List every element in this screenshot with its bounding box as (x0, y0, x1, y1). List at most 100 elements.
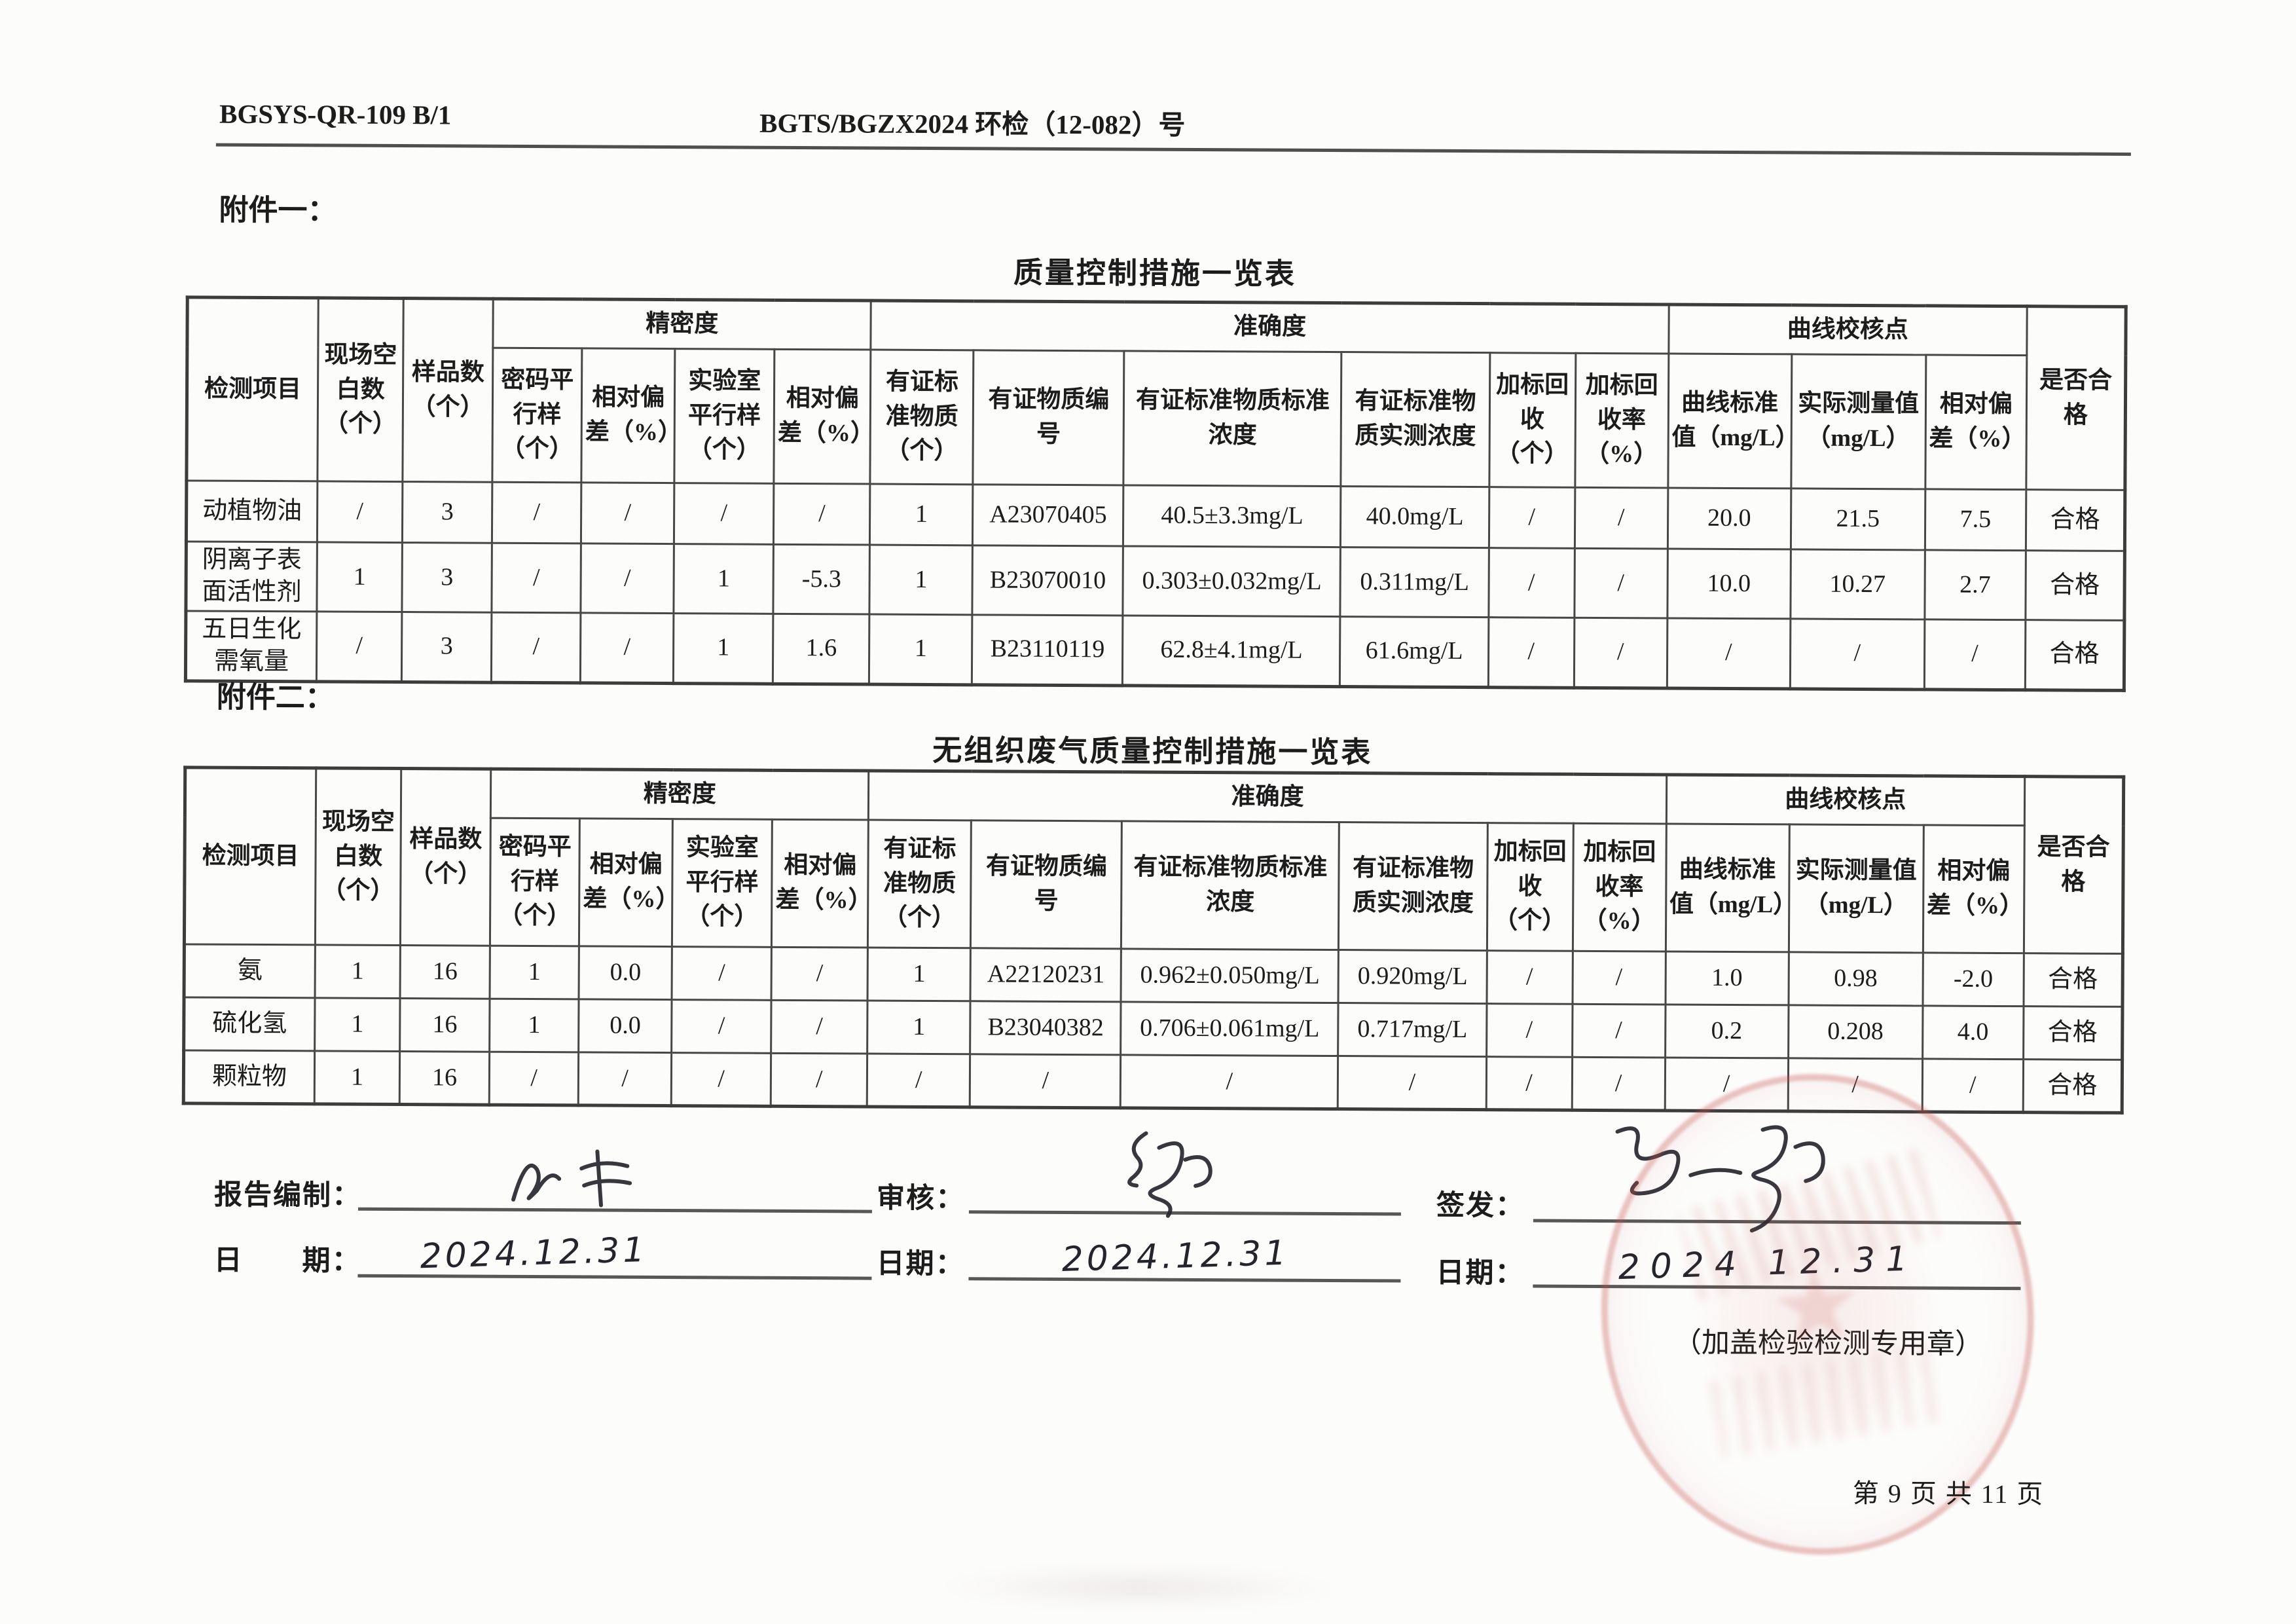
table-cell: 合格 (2023, 1059, 2123, 1113)
table-cell: / (771, 1053, 867, 1107)
col-header-site-blank: 现场空白数（个） (315, 767, 401, 946)
qc-table-water: 检测项目 现场空白数（个） 样品数（个） 精密度 准确度 曲线校核点 是否合格 … (183, 295, 2128, 692)
table-cell: 40.5±3.3mg/L (1123, 485, 1341, 547)
table-cell: / (1338, 1056, 1487, 1110)
table-row: 阴离子表面活性剂 1 3//1 -5.3 1 B23070010 0.303±0.032mg… (185, 541, 2125, 621)
prepared-signature (511, 1149, 632, 1208)
table-cell: / (1790, 618, 1925, 690)
table-cell: / (1574, 548, 1668, 618)
table-cell: 0.962±0.050mg/L (1121, 948, 1339, 1003)
table-cell: 20.0 (1667, 488, 1791, 549)
table-cell: 4.0 (1922, 1005, 2024, 1060)
table-cell: 0.0 (579, 946, 672, 1000)
col-header-curve-measured: 实际测量值（mg/L） (1791, 354, 1926, 489)
col-header-crm-standard-concentration: 有证标准物质标准浓度 (1121, 821, 1339, 950)
table-cell: / (1486, 1003, 1573, 1058)
table-cell: 16 (400, 945, 490, 999)
table-cell: -2.0 (1922, 952, 2024, 1006)
table-cell: B23040382 (970, 1001, 1121, 1055)
report-number: BGTS/BGZX2024 环检（12-082）号 (759, 107, 1186, 140)
table-cell: / (1573, 618, 1667, 688)
table-cell: 动植物油 (186, 480, 318, 542)
table-row: 硫化氢 1 16 1 0.0//1 B23040382 0.706±0.061mg/L 0.7… (183, 997, 2123, 1060)
col-header-coded-parallel: 密码平行样（个） (490, 818, 580, 946)
col-header-qualified: 是否合格 (2026, 306, 2126, 490)
review-date-line (968, 1277, 1401, 1283)
table-cell: / (578, 1052, 672, 1106)
col-header-crm-id: 有证物质编号 (973, 350, 1125, 485)
table-cell: 3 (401, 612, 492, 682)
table-cell: / (492, 543, 581, 613)
col-header-crm-count: 有证标准物质（个） (867, 820, 972, 948)
col-header-curve-measured: 实际测量值（mg/L） (1789, 824, 1924, 953)
table-row: 五日生化需氧量/3//1 1.6 1 B23110119 62.8±4.1mg/L 61.… (185, 610, 2124, 690)
table-cell: 21.5 (1791, 488, 1925, 550)
table-cell: / (581, 482, 675, 544)
table-cell: 0.920mg/L (1338, 950, 1487, 1004)
table-cell: 0.208 (1788, 1005, 1923, 1059)
table-cell: 颗粒物 (183, 1050, 315, 1104)
table-cell: / (773, 483, 871, 545)
table-cell: 1 (315, 944, 401, 999)
col-header-relative-deviation-1: 相对偏差（%） (579, 818, 680, 947)
table-cell: 1 (673, 613, 774, 684)
table-cell: / (1574, 487, 1668, 549)
document-code: BGSYS-QR-109 B/1 (219, 98, 452, 130)
table-cell: / (1667, 618, 1791, 689)
col-header-curve-standard: 曲线标准值（mg/L） (1667, 354, 1800, 489)
table-cell: 阴离子表面活性剂 (185, 541, 318, 612)
table-cell: 1 (314, 997, 401, 1052)
col-header-spike-count: 加标回收（个） (1489, 352, 1576, 488)
col-group-curve-check: 曲线校核点 (1668, 304, 2028, 356)
table-cell: / (580, 612, 674, 684)
table-cell: 3 (402, 481, 493, 544)
table-cell: 1 (869, 484, 974, 545)
col-header-spike-recovery: 加标回收率（%） (1575, 353, 1669, 489)
col-header-coded-parallel: 密码平行样（个） (492, 348, 583, 483)
table-cell: 2.7 (1924, 549, 2026, 620)
table-cell: 硫化氢 (183, 997, 316, 1051)
col-group-accuracy: 准确度 (868, 771, 1667, 824)
table-cell: / (671, 1052, 771, 1107)
col-header-relative-deviation-3: 相对偏差（%） (1925, 354, 2027, 490)
table-cell: B23070010 (972, 545, 1123, 616)
header-rule (215, 143, 2131, 156)
col-header-relative-deviation-3: 相对偏差（%） (1923, 824, 2025, 953)
table-cell: 1 (489, 999, 579, 1052)
table-cell: / (672, 946, 772, 1001)
table-cell: 16 (399, 998, 490, 1052)
table-cell: / (317, 481, 403, 543)
table-cell: 0.2 (1665, 1004, 1789, 1058)
table-cell: -5.3 (773, 544, 870, 614)
issuer-label: 签发： (1436, 1190, 1525, 1222)
table-cell: 16 (399, 1051, 490, 1105)
col-header-spike-count: 加标回收（个） (1486, 822, 1573, 951)
col-header-crm-standard-concentration: 有证标准物质标准浓度 (1123, 350, 1342, 487)
table-cell: / (1488, 547, 1575, 618)
table-cell: 合格 (2025, 619, 2124, 690)
table-cell: 62.8±4.1mg/L (1122, 615, 1341, 687)
table-cell: 1.0 (1665, 951, 1789, 1005)
col-header-relative-deviation-1: 相对偏差（%） (581, 348, 682, 483)
table-row: 动植物油/3// //1 A23070405 40.5±3.3mg/L 40.0mg/L… (186, 480, 2125, 551)
col-header-crm-measured-concentration: 有证标准物质实测浓度 (1341, 352, 1490, 487)
col-header-qualified: 是否合格 (2024, 776, 2124, 954)
col-header-relative-deviation-2: 相对偏差（%） (774, 349, 875, 485)
attachment2-label: 附件二： (216, 680, 335, 714)
table-cell: A22120231 (970, 948, 1121, 1002)
table-cell: 0.706±0.061mg/L (1121, 1001, 1339, 1056)
table-cell: / (671, 999, 772, 1054)
col-header-sample-count: 样品数（个） (402, 298, 494, 483)
table-cell: 0.717mg/L (1338, 1003, 1487, 1057)
table-cell: 合格 (2023, 1006, 2123, 1060)
issue-date-label: 日期： (1436, 1257, 1525, 1289)
reviewer-label: 审核： (876, 1183, 966, 1215)
table-cell: / (316, 611, 403, 682)
qc-table-fugitive-gas: 检测项目 现场空白数（个） 样品数（个） 精密度 准确度 曲线校核点 是否合格 … (181, 766, 2126, 1115)
table-cell: 1.6 (773, 614, 870, 684)
issuer-signature (1615, 1125, 1825, 1233)
col-header-lab-parallel: 实验室平行样（个） (674, 348, 775, 484)
table-row: 氨 1 16 1 0.0//1 A22120231 0.962±0.050mg/L 0.920… (184, 944, 2123, 1007)
table-cell: 1 (490, 946, 579, 999)
col-header-sample-count: 样品数（个） (400, 768, 491, 946)
